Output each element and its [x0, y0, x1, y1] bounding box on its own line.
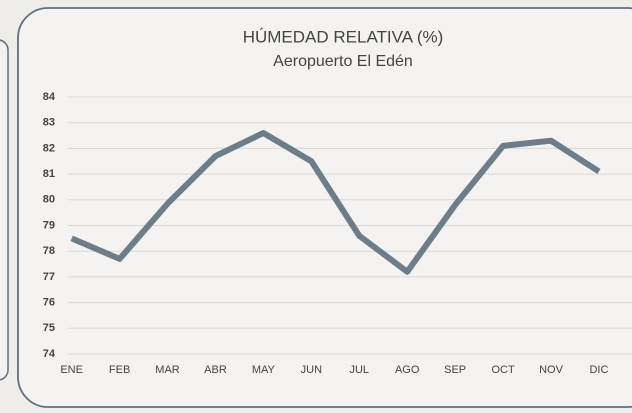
x-tick-label: NOV: [539, 364, 564, 376]
x-tick-label: OCT: [491, 364, 515, 376]
y-tick-label: 77: [43, 271, 55, 283]
y-tick-label: 79: [43, 219, 55, 231]
x-tick-label: MAY: [252, 364, 276, 376]
y-tick-label: 76: [43, 297, 55, 309]
x-tick-label: FEB: [109, 364, 130, 376]
x-tick-label: JUL: [349, 364, 369, 376]
y-tick-label: 75: [43, 322, 55, 334]
x-tick-label: MAR: [155, 364, 180, 376]
x-tick-label: JUN: [301, 364, 322, 376]
side-panel: [0, 39, 9, 381]
x-tick-label: SEP: [444, 364, 466, 376]
chart-panel: [17, 7, 632, 408]
chart-title: HÚMEDAD RELATIVA (%): [243, 27, 444, 46]
y-tick-label: 81: [43, 168, 55, 180]
x-tick-label: ENE: [60, 364, 83, 376]
y-tick-label: 83: [43, 117, 55, 129]
data-line: [70, 129, 601, 275]
x-tick-label: AGO: [395, 364, 420, 376]
y-tick-label: 80: [43, 194, 55, 206]
y-tick-label: 74: [43, 348, 56, 360]
y-tick-label: 78: [43, 245, 55, 257]
y-tick-label: 82: [43, 142, 55, 154]
chart-subtitle: Aeropuerto El Edén: [273, 53, 413, 70]
x-tick-label: ABR: [204, 364, 227, 376]
y-tick-label: 84: [43, 91, 56, 103]
x-tick-label: DIC: [589, 364, 608, 376]
